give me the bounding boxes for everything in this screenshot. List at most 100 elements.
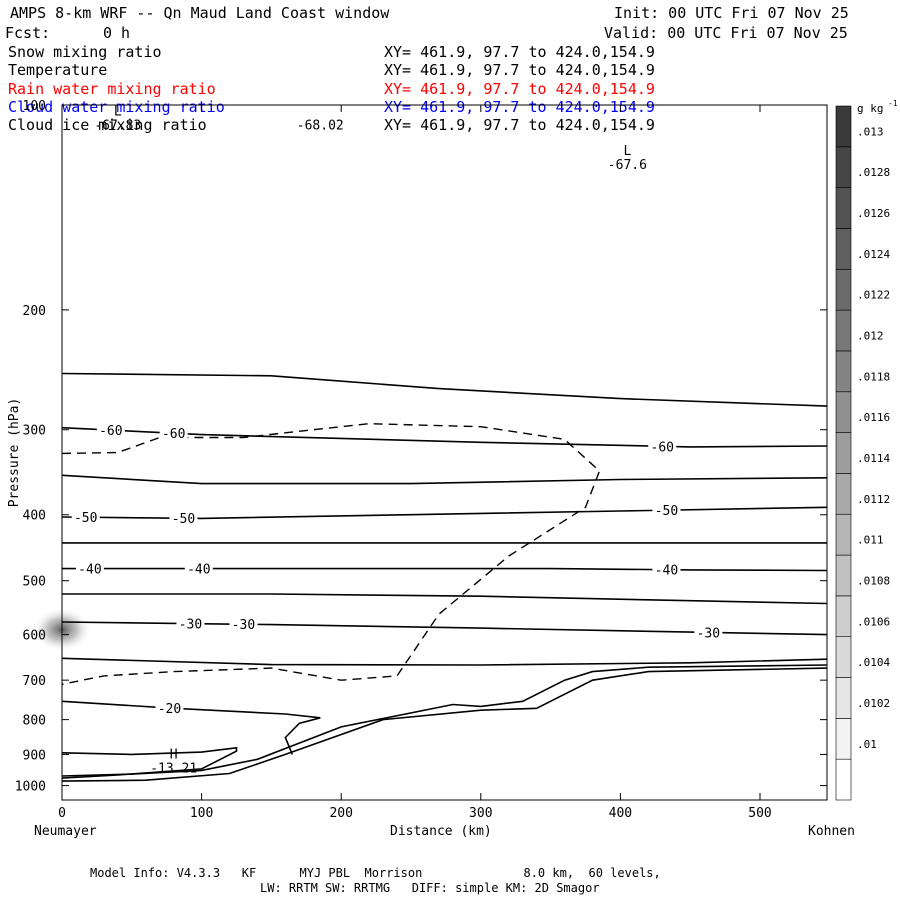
x-tick-label: 0 — [58, 806, 66, 821]
extremum-value: -67.6 — [608, 158, 647, 173]
isotherm-label-bg — [75, 561, 104, 576]
isotherm-label-bg — [229, 617, 258, 632]
isotherm-label-bg — [648, 439, 677, 454]
colorbar-label: .0126 — [857, 207, 890, 220]
y-tick-label: 100 — [23, 99, 46, 114]
isotherm-label-bg — [169, 511, 198, 526]
x-tick-label: 200 — [329, 806, 352, 821]
footer-physics-info: LW: RRTM SW: RRTMG DIFF: simple KM: 2D S… — [260, 881, 600, 895]
isotherm-label: -50 — [655, 504, 678, 519]
isotherm-label-bg — [155, 701, 184, 716]
valid-time: Valid: 00 UTC Fri 07 Nov 25 — [604, 24, 848, 42]
isotherm-label-bg — [96, 423, 125, 438]
x-tick-label: 400 — [609, 806, 632, 821]
plot-frame — [61, 104, 828, 801]
field-range-cloud-water: XY= 461.9, 97.7 to 424.0,154.9 — [384, 98, 655, 116]
forecast-value: 0 h — [103, 24, 131, 42]
colorbar-label: .0122 — [857, 289, 890, 302]
colorbar-segment — [835, 187, 852, 229]
x-tick-label: 100 — [190, 806, 213, 821]
isotherm-label-bg — [694, 625, 723, 640]
colorbar-label: .013 — [857, 125, 884, 138]
isotherm-label: -50 — [74, 511, 97, 526]
extremum-value: -68.02 — [297, 118, 344, 133]
isotherm-line — [62, 593, 828, 605]
y-tick-label: 200 — [23, 304, 46, 319]
cloud-ice-contour — [61, 422, 601, 685]
forecast-label: Fcst: — [5, 24, 51, 42]
isotherm-line — [61, 700, 321, 755]
colorbar-segment — [835, 309, 852, 352]
y-tick-label: 400 — [23, 509, 46, 524]
field-range-temperature: XY= 461.9, 97.7 to 424.0,154.9 — [384, 61, 655, 79]
y-tick-label: 600 — [23, 629, 46, 644]
colorbar-label: .01 — [857, 738, 877, 751]
field-range-snow: XY= 461.9, 97.7 to 424.0,154.9 — [384, 43, 655, 61]
colorbar-unit-exponent: -1 — [888, 99, 898, 108]
field-name-cloud-water: Cloud water mixing ratio — [8, 98, 225, 116]
colorbar-segment — [835, 268, 852, 311]
colorbar-label: .0128 — [857, 166, 890, 179]
field-range-cloud-ice: XY= 461.9, 97.7 to 424.0,154.9 — [384, 116, 655, 134]
isotherm-label: -40 — [78, 563, 101, 578]
footer-model-info: Model Info: V4.3.3 KF MYJ PBL Morrison 8… — [90, 866, 661, 880]
colorbar-label: .0106 — [857, 615, 890, 628]
colorbar-segment — [835, 105, 852, 148]
colorbar-segment — [835, 513, 852, 556]
isotherm-label: -40 — [187, 563, 210, 578]
colorbar-label: .0124 — [857, 248, 890, 261]
colorbar-segment — [835, 636, 852, 678]
colorbar-label: .0114 — [857, 452, 890, 465]
isotherm-label: -30 — [232, 618, 255, 633]
terrain-contour — [61, 746, 238, 779]
terrain-contour — [61, 664, 828, 777]
isotherm-label: -60 — [99, 424, 122, 439]
isotherm-line — [61, 506, 828, 520]
field-range-rain: XY= 461.9, 97.7 to 424.0,154.9 — [384, 80, 655, 98]
isotherm-label: -30 — [179, 618, 202, 633]
isotherm-label-bg — [652, 503, 681, 518]
colorbar-label: .0112 — [857, 493, 890, 506]
isotherm-label-bg — [71, 510, 100, 525]
extremum-marker: L — [114, 104, 122, 119]
colorbar-label: .0108 — [857, 574, 890, 587]
field-name-snow: Snow mixing ratio — [8, 43, 162, 61]
isotherm-label: -40 — [655, 564, 678, 579]
x-axis-label: Distance (km) — [390, 824, 492, 839]
field-name-cloud-ice: Cloud ice mixing ratio — [8, 116, 207, 134]
x-endpoint-right: Kohnen — [808, 824, 855, 839]
y-tick-label: 1000 — [15, 780, 46, 795]
colorbar-segment — [835, 595, 852, 638]
extremum-marker: H — [170, 748, 178, 763]
isotherm-line — [61, 474, 828, 485]
colorbar-label: .0116 — [857, 411, 890, 424]
colorbar-segment — [835, 228, 852, 270]
y-tick-label: 500 — [23, 575, 46, 590]
isotherm-label: -20 — [158, 702, 181, 717]
y-tick-label: 700 — [23, 674, 46, 689]
isotherm-label: -50 — [172, 512, 195, 527]
y-tick-label: 800 — [23, 714, 46, 729]
isotherm-label: -60 — [162, 427, 185, 442]
x-tick-label: 500 — [748, 806, 771, 821]
terrain-contour — [61, 667, 828, 782]
colorbar-segment — [835, 677, 852, 719]
colorbar-label: .0104 — [857, 656, 890, 669]
init-time: Init: 00 UTC Fri 07 Nov 25 — [614, 4, 849, 22]
colorbar-segment — [835, 758, 852, 801]
x-endpoint-left: Neumayer — [34, 824, 97, 839]
isotherm-line — [61, 657, 828, 666]
y-axis-label: Pressure (hPa) — [7, 398, 22, 508]
colorbar-segment — [835, 391, 852, 433]
isotherm-line — [61, 372, 828, 407]
colorbar-label: .0118 — [857, 370, 890, 383]
isotherm-label: -30 — [697, 626, 720, 641]
isotherm-label-bg — [184, 561, 213, 576]
isotherm-line — [61, 426, 828, 448]
y-tick-label: 900 — [23, 748, 46, 763]
colorbar-segment — [835, 432, 852, 474]
isotherm-line — [62, 567, 828, 572]
colorbar-label: .012 — [857, 330, 884, 343]
extremum-value: -13.21 — [150, 762, 197, 777]
